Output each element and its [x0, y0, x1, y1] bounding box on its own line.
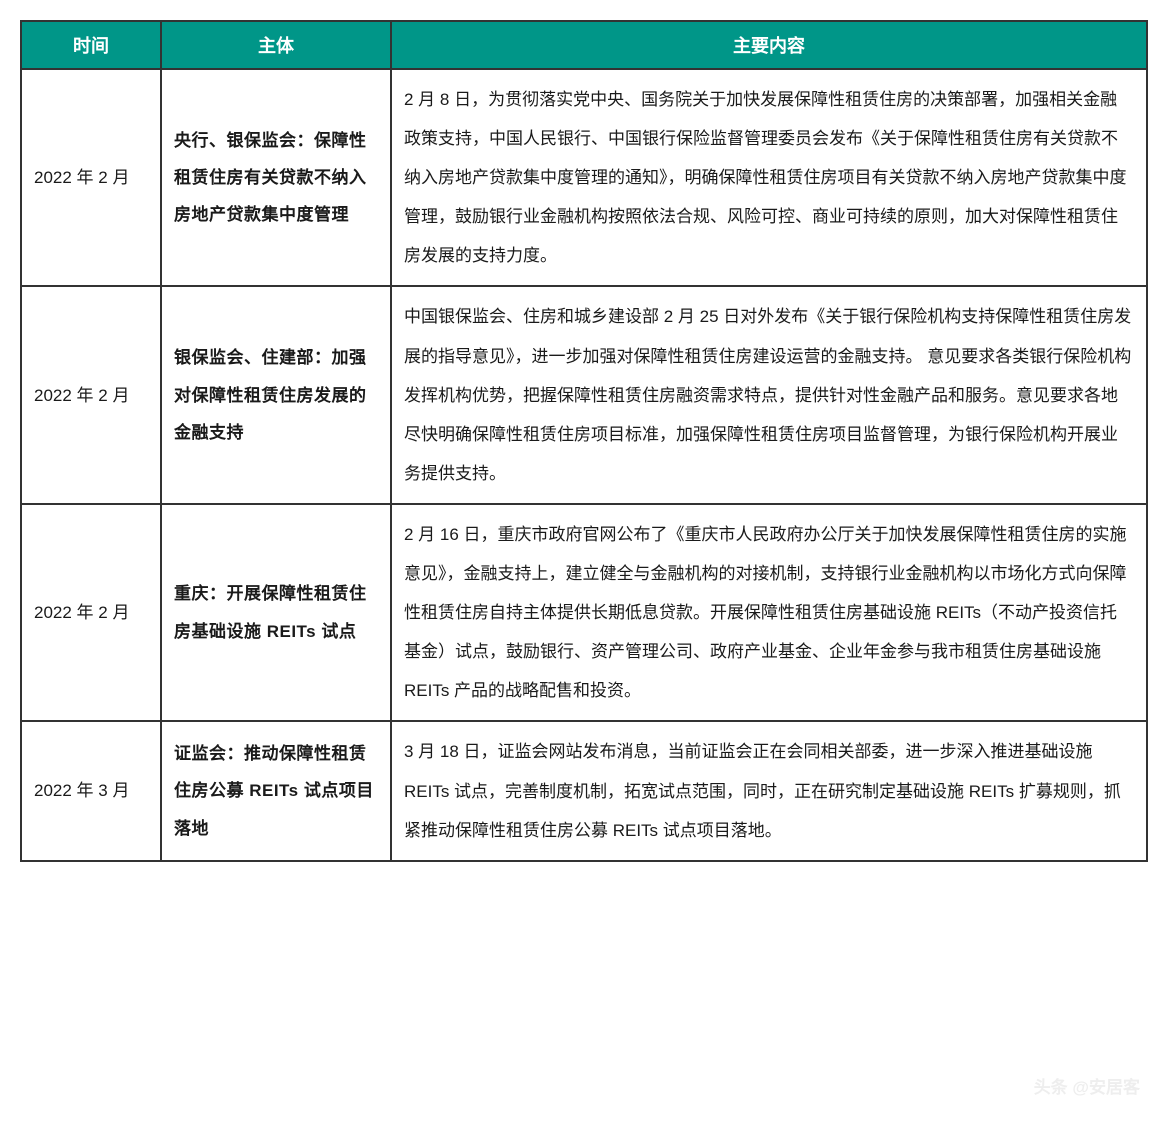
- cell-time: 2022 年 2 月: [21, 69, 161, 286]
- table-row: 2022 年 2 月 重庆：开展保障性租赁住房基础设施 REITs 试点 2 月…: [21, 504, 1147, 721]
- cell-content: 2 月 16 日，重庆市政府官网公布了《重庆市人民政府办公厅关于加快发展保障性租…: [391, 504, 1147, 721]
- policy-table: 时间 主体 主要内容 2022 年 2 月 央行、银保监会：保障性租赁住房有关贷…: [20, 20, 1148, 862]
- table-row: 2022 年 3 月 证监会：推动保障性租赁住房公募 REITs 试点项目落地 …: [21, 721, 1147, 860]
- cell-subject: 重庆：开展保障性租赁住房基础设施 REITs 试点: [161, 504, 391, 721]
- cell-content: 2 月 8 日，为贯彻落实党中央、国务院关于加快发展保障性租赁住房的决策部署，加…: [391, 69, 1147, 286]
- table-row: 2022 年 2 月 央行、银保监会：保障性租赁住房有关贷款不纳入房地产贷款集中…: [21, 69, 1147, 286]
- cell-subject: 银保监会、住建部：加强对保障性租赁住房发展的金融支持: [161, 286, 391, 503]
- cell-time: 2022 年 2 月: [21, 504, 161, 721]
- table-row: 2022 年 2 月 银保监会、住建部：加强对保障性租赁住房发展的金融支持 中国…: [21, 286, 1147, 503]
- cell-time: 2022 年 3 月: [21, 721, 161, 860]
- col-header-time: 时间: [21, 21, 161, 69]
- col-header-content: 主要内容: [391, 21, 1147, 69]
- watermark-text: 头条 @安居客: [1034, 1073, 1140, 1098]
- cell-subject: 央行、银保监会：保障性租赁住房有关贷款不纳入房地产贷款集中度管理: [161, 69, 391, 286]
- cell-content: 3 月 18 日，证监会网站发布消息，当前证监会正在会同相关部委，进一步深入推进…: [391, 721, 1147, 860]
- cell-content: 中国银保监会、住房和城乡建设部 2 月 25 日对外发布《关于银行保险机构支持保…: [391, 286, 1147, 503]
- table-header-row: 时间 主体 主要内容: [21, 21, 1147, 69]
- col-header-subject: 主体: [161, 21, 391, 69]
- cell-subject: 证监会：推动保障性租赁住房公募 REITs 试点项目落地: [161, 721, 391, 860]
- cell-time: 2022 年 2 月: [21, 286, 161, 503]
- table-body: 2022 年 2 月 央行、银保监会：保障性租赁住房有关贷款不纳入房地产贷款集中…: [21, 69, 1147, 861]
